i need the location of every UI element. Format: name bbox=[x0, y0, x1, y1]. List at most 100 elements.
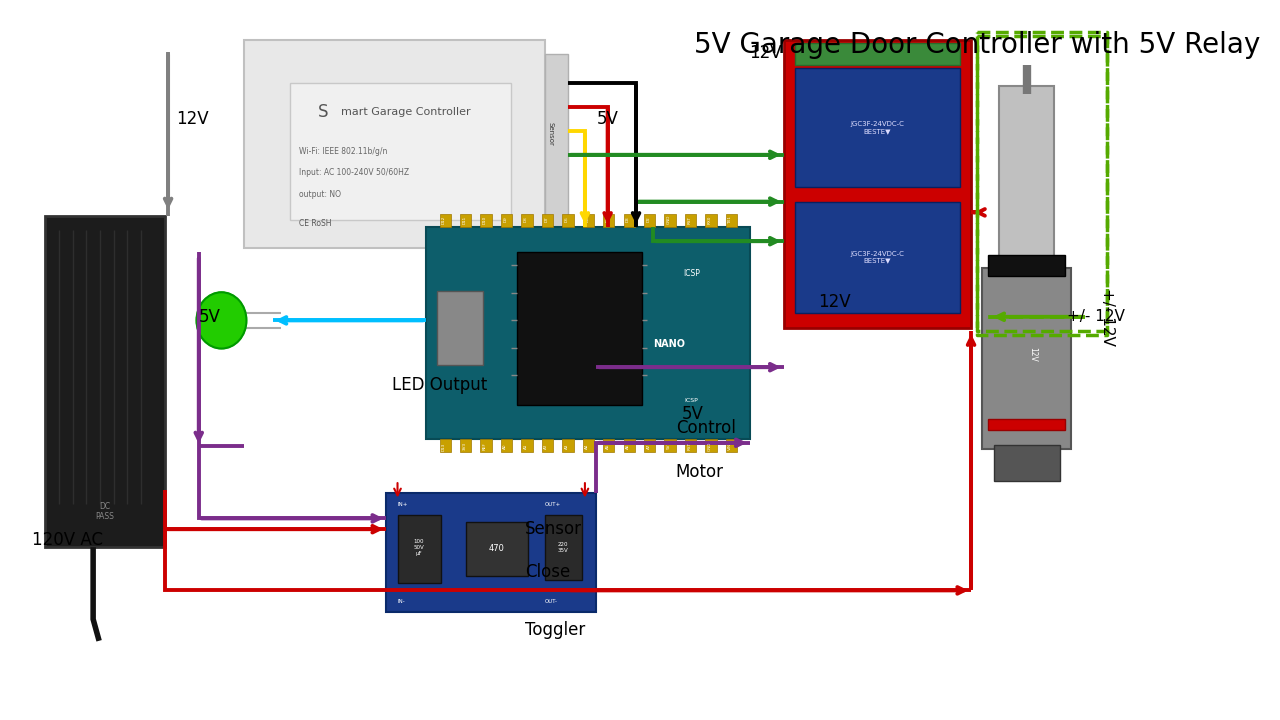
Text: Input: AC 100-240V 50/60HZ: Input: AC 100-240V 50/60HZ bbox=[298, 168, 408, 177]
Text: OUT-: OUT- bbox=[545, 599, 558, 603]
Polygon shape bbox=[582, 214, 594, 227]
Text: IN+: IN+ bbox=[398, 502, 408, 506]
Text: mart Garage Controller: mart Garage Controller bbox=[340, 107, 470, 117]
Polygon shape bbox=[521, 214, 532, 227]
Text: VIN: VIN bbox=[728, 443, 732, 450]
Text: JGC3F-24VDC-C
BESTE▼: JGC3F-24VDC-C BESTE▼ bbox=[850, 121, 904, 134]
Polygon shape bbox=[466, 522, 529, 576]
Text: IN-: IN- bbox=[398, 599, 406, 603]
Polygon shape bbox=[289, 83, 511, 220]
Text: DC
PASS: DC PASS bbox=[96, 502, 114, 521]
Polygon shape bbox=[480, 214, 492, 227]
Text: 100
50V
μF: 100 50V μF bbox=[413, 539, 425, 556]
Polygon shape bbox=[983, 268, 1071, 449]
Text: 5V: 5V bbox=[596, 110, 618, 128]
Polygon shape bbox=[480, 439, 492, 452]
Polygon shape bbox=[726, 439, 737, 452]
Text: +/- 12V: +/- 12V bbox=[1068, 310, 1125, 324]
Polygon shape bbox=[398, 515, 440, 583]
Polygon shape bbox=[439, 439, 451, 452]
Text: Control: Control bbox=[676, 419, 736, 438]
Polygon shape bbox=[993, 445, 1060, 481]
Polygon shape bbox=[988, 255, 1065, 276]
Text: D13: D13 bbox=[442, 442, 447, 451]
Polygon shape bbox=[541, 439, 553, 452]
Polygon shape bbox=[562, 214, 573, 227]
Polygon shape bbox=[644, 214, 655, 227]
Polygon shape bbox=[783, 40, 972, 328]
Polygon shape bbox=[517, 252, 641, 405]
Text: 5V Garage Door Controller with 5V Relay: 5V Garage Door Controller with 5V Relay bbox=[694, 31, 1260, 58]
Polygon shape bbox=[426, 227, 750, 439]
Polygon shape bbox=[726, 214, 737, 227]
Text: A4: A4 bbox=[585, 444, 589, 449]
Polygon shape bbox=[795, 202, 960, 313]
Polygon shape bbox=[521, 439, 532, 452]
Polygon shape bbox=[664, 439, 676, 452]
Polygon shape bbox=[460, 214, 471, 227]
Text: D5: D5 bbox=[585, 217, 589, 222]
Text: Wi-Fi: IEEE 802.11b/g/n: Wi-Fi: IEEE 802.11b/g/n bbox=[298, 147, 387, 156]
Text: +/- 12V: +/- 12V bbox=[1100, 288, 1115, 346]
Polygon shape bbox=[1000, 86, 1053, 281]
Circle shape bbox=[197, 292, 247, 348]
Text: Motor: Motor bbox=[676, 463, 723, 481]
Text: A5: A5 bbox=[605, 444, 609, 449]
Polygon shape bbox=[685, 439, 696, 452]
Polygon shape bbox=[685, 214, 696, 227]
Text: ICSP: ICSP bbox=[685, 398, 698, 403]
Polygon shape bbox=[623, 439, 635, 452]
Polygon shape bbox=[438, 291, 483, 365]
Polygon shape bbox=[603, 214, 614, 227]
Text: D9: D9 bbox=[503, 217, 507, 222]
Text: D2: D2 bbox=[646, 217, 650, 222]
Polygon shape bbox=[244, 40, 545, 248]
Text: 5V: 5V bbox=[681, 405, 703, 423]
Text: 12V: 12V bbox=[177, 110, 209, 128]
Text: D10: D10 bbox=[483, 215, 486, 224]
Text: A6: A6 bbox=[626, 444, 630, 449]
Polygon shape bbox=[664, 214, 676, 227]
Polygon shape bbox=[705, 214, 717, 227]
Polygon shape bbox=[795, 68, 960, 187]
Polygon shape bbox=[795, 43, 960, 65]
Text: D8: D8 bbox=[524, 217, 527, 222]
Polygon shape bbox=[582, 439, 594, 452]
Text: 5V: 5V bbox=[667, 444, 671, 449]
Polygon shape bbox=[460, 439, 471, 452]
Text: 120V AC: 120V AC bbox=[32, 531, 102, 549]
Text: GND: GND bbox=[708, 441, 712, 451]
Text: D12: D12 bbox=[442, 215, 447, 224]
Text: S: S bbox=[317, 103, 329, 121]
Text: REF: REF bbox=[483, 443, 486, 450]
Text: A1: A1 bbox=[524, 444, 527, 449]
Text: 12V: 12V bbox=[818, 294, 850, 311]
Text: 3V3: 3V3 bbox=[462, 442, 466, 451]
Text: Sensor: Sensor bbox=[525, 520, 581, 539]
Polygon shape bbox=[500, 214, 512, 227]
Text: 5V: 5V bbox=[198, 308, 220, 326]
Text: D11: D11 bbox=[462, 215, 466, 224]
Text: A0: A0 bbox=[503, 444, 507, 449]
Text: 12V: 12V bbox=[1028, 347, 1037, 361]
Text: CE RoSH: CE RoSH bbox=[298, 219, 332, 228]
Text: ICSP: ICSP bbox=[684, 269, 700, 278]
Text: OUT+: OUT+ bbox=[545, 502, 562, 506]
Text: RST: RST bbox=[687, 442, 691, 451]
Polygon shape bbox=[387, 493, 596, 612]
Polygon shape bbox=[603, 439, 614, 452]
Text: Toggler: Toggler bbox=[525, 621, 585, 639]
Polygon shape bbox=[545, 54, 568, 234]
Text: Sensor: Sensor bbox=[548, 122, 554, 145]
Polygon shape bbox=[500, 439, 512, 452]
Text: D3: D3 bbox=[626, 217, 630, 222]
Text: NANO: NANO bbox=[653, 338, 685, 348]
Text: D6: D6 bbox=[564, 217, 568, 222]
Text: output: NO: output: NO bbox=[298, 190, 340, 199]
Text: 470: 470 bbox=[489, 544, 504, 553]
Text: 12V: 12V bbox=[750, 43, 782, 62]
Text: RX0: RX0 bbox=[708, 215, 712, 224]
Text: D4: D4 bbox=[605, 217, 609, 222]
Polygon shape bbox=[545, 515, 581, 580]
Polygon shape bbox=[644, 439, 655, 452]
